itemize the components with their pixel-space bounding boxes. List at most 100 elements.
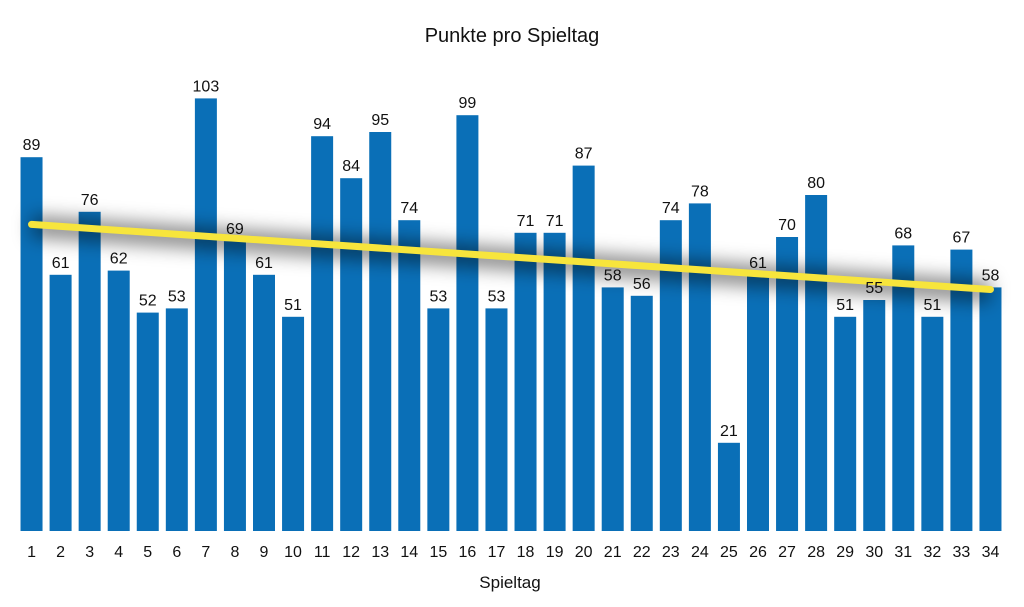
chart-title: Punkte pro Spieltag — [425, 25, 600, 47]
bar — [311, 136, 334, 531]
bar — [223, 241, 246, 531]
trend-line — [28, 215, 994, 303]
x-tick-label: 17 — [488, 544, 506, 561]
data-label: 67 — [953, 230, 971, 247]
bar — [834, 316, 857, 531]
x-tick-labels: 1 2 3 4 5 6 7 8 9 10 11 12 13 14 15 16 17 18 19 20 21 22 23 24 2… — [27, 544, 999, 561]
bar — [194, 98, 217, 532]
x-tick-label: 6 — [172, 544, 181, 561]
data-label: 103 — [193, 78, 220, 95]
bar — [78, 211, 101, 532]
bar — [165, 308, 188, 531]
data-label: 84 — [342, 158, 360, 175]
bar — [282, 316, 305, 531]
data-label: 95 — [371, 112, 389, 129]
bar — [543, 232, 566, 532]
bar — [950, 249, 973, 531]
data-label: 80 — [807, 175, 825, 192]
bar — [107, 270, 130, 531]
data-label: 99 — [459, 95, 477, 112]
data-label: 78 — [691, 183, 709, 200]
bar — [776, 237, 799, 531]
bar — [805, 195, 828, 531]
x-tick-label: 31 — [894, 544, 912, 561]
data-label: 55 — [865, 280, 883, 297]
bar — [456, 115, 479, 531]
data-label: 51 — [836, 297, 854, 314]
x-tick-label: 8 — [230, 544, 239, 561]
x-tick-label: 29 — [836, 544, 854, 561]
x-tick-label: 24 — [691, 544, 709, 561]
x-tick-label: 11 — [314, 544, 331, 561]
bar — [572, 165, 595, 531]
x-tick-label: 4 — [114, 544, 123, 561]
bar — [921, 316, 944, 531]
data-label: 71 — [546, 213, 564, 230]
data-label: 61 — [52, 255, 70, 272]
x-tick-label: 3 — [85, 544, 94, 561]
data-label: 69 — [226, 221, 244, 238]
x-tick-label: 23 — [662, 544, 680, 561]
data-label: 70 — [778, 217, 796, 234]
data-label: 53 — [488, 288, 506, 305]
bar — [20, 157, 43, 531]
data-labels: 89 61 76 62 52 53 103 69 61 51 94 84 95 74 53 99 53 71 71 8… — [23, 78, 1000, 439]
x-tick-label: 14 — [400, 544, 418, 561]
data-label: 21 — [720, 423, 738, 440]
x-tick-label: 22 — [633, 544, 651, 561]
bar — [398, 220, 421, 531]
x-tick-label: 28 — [807, 544, 825, 561]
x-tick-label: 9 — [260, 544, 269, 561]
bar — [630, 295, 653, 531]
data-label: 74 — [662, 200, 680, 217]
x-tick-label: 25 — [720, 544, 738, 561]
data-label: 51 — [923, 297, 941, 314]
x-tick-label: 34 — [982, 544, 1000, 561]
x-tick-label: 27 — [778, 544, 796, 561]
x-tick-label: 15 — [429, 544, 447, 561]
x-tick-label: 7 — [201, 544, 210, 561]
x-tick-label: 10 — [284, 544, 302, 561]
bar — [253, 274, 275, 531]
data-label: 71 — [517, 213, 535, 230]
x-tick-label: 19 — [546, 544, 564, 561]
bar — [688, 203, 711, 531]
data-label: 56 — [633, 276, 651, 293]
data-label: 68 — [894, 225, 912, 242]
x-axis-title: Spieltag — [479, 573, 540, 592]
bar — [427, 308, 450, 531]
x-tick-label: 5 — [143, 544, 152, 561]
x-tick-label: 2 — [56, 544, 65, 561]
bar — [340, 178, 363, 531]
data-label: 89 — [23, 137, 41, 154]
bar — [892, 245, 915, 531]
bar — [49, 274, 72, 531]
bar — [601, 287, 624, 531]
x-tick-label: 30 — [865, 544, 883, 561]
bar — [514, 232, 537, 532]
data-label: 62 — [110, 251, 128, 268]
x-tick-label: 18 — [517, 544, 535, 561]
bar — [659, 220, 682, 531]
data-label: 61 — [255, 255, 273, 272]
data-label: 51 — [284, 297, 302, 314]
x-tick-label: 20 — [575, 544, 593, 561]
bar — [863, 300, 886, 531]
bar — [747, 274, 769, 531]
bars — [20, 98, 1002, 532]
x-tick-label: 26 — [749, 544, 767, 561]
data-label: 74 — [400, 200, 418, 217]
data-label: 58 — [604, 267, 622, 284]
bar — [485, 308, 508, 531]
data-label: 53 — [168, 288, 186, 305]
x-tick-label: 33 — [953, 544, 971, 561]
x-tick-label: 16 — [459, 544, 477, 561]
data-label: 61 — [749, 255, 767, 272]
data-label: 76 — [81, 192, 99, 209]
x-tick-label: 1 — [27, 544, 36, 561]
x-tick-label: 13 — [371, 544, 389, 561]
x-tick-label: 12 — [342, 544, 360, 561]
data-label: 58 — [982, 267, 1000, 284]
data-label: 52 — [139, 293, 157, 310]
data-label: 94 — [313, 116, 331, 133]
